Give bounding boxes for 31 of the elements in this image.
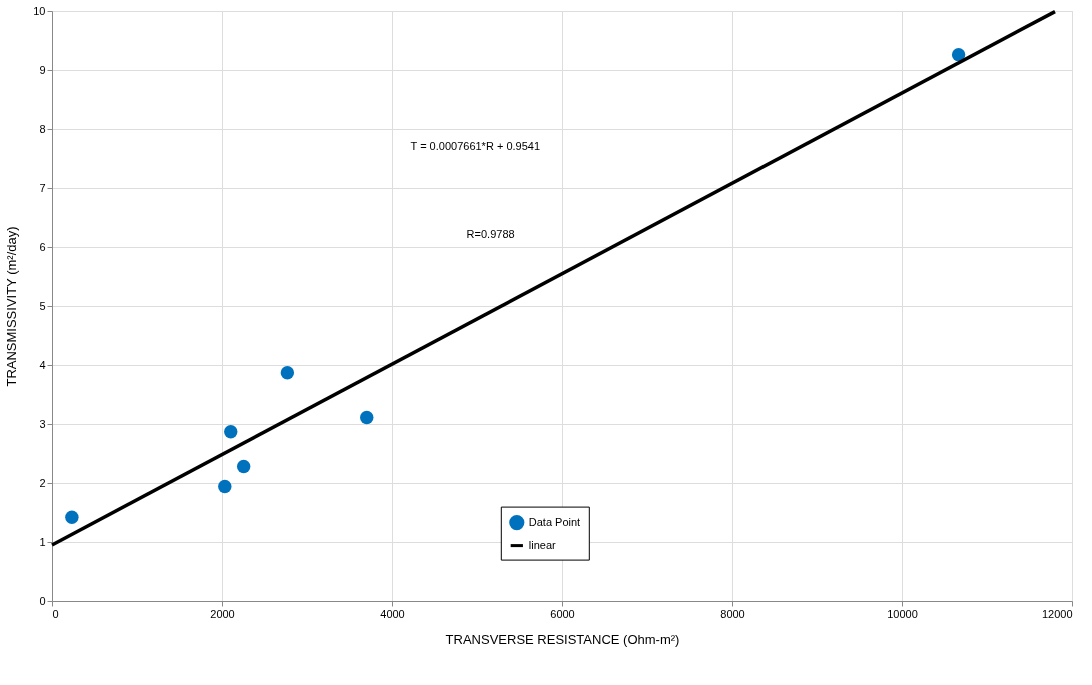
annotation: T = 0.0007661*R + 0.9541: [410, 139, 541, 152]
point: [951, 47, 966, 62]
y-tick-label: 1: [39, 535, 46, 548]
x-tick-label: 6000: [550, 607, 575, 620]
y-tick-label: 5: [39, 299, 46, 312]
x-tick-label: 0: [52, 607, 59, 620]
y-tick-label: 6: [39, 240, 46, 253]
y-axis-title: TRANSMISSIVITY (m²/day): [4, 226, 20, 387]
y-tick-label: 0: [39, 594, 46, 607]
point: [65, 510, 79, 524]
point: [280, 365, 295, 380]
point: [224, 424, 238, 439]
point: [218, 479, 232, 494]
x-tick-label: 2000: [210, 607, 235, 620]
x-tick-label: 12000: [1041, 607, 1073, 620]
y-tick-label: 2: [39, 476, 46, 489]
x-axis-title: TRANSVERSE RESISTANCE (Ohm-m²): [445, 631, 680, 647]
x-tick-label: 10000: [887, 607, 918, 620]
y-tick-label: 4: [39, 358, 46, 371]
point: [360, 410, 374, 425]
y-tick-label: 7: [39, 181, 46, 194]
y-tick-label: 8: [39, 122, 46, 135]
legend-label: linear: [528, 538, 557, 551]
point: [236, 459, 251, 474]
y-tick-label: 3: [39, 417, 46, 430]
x-tick-label: 4000: [380, 607, 405, 620]
y-tick-label: 10: [33, 4, 46, 17]
x-tick-label: 8000: [720, 607, 745, 620]
y-tick-label: 9: [39, 63, 46, 76]
annotation: R=0.9788: [466, 228, 515, 241]
legend-label: Data Point: [528, 515, 581, 528]
